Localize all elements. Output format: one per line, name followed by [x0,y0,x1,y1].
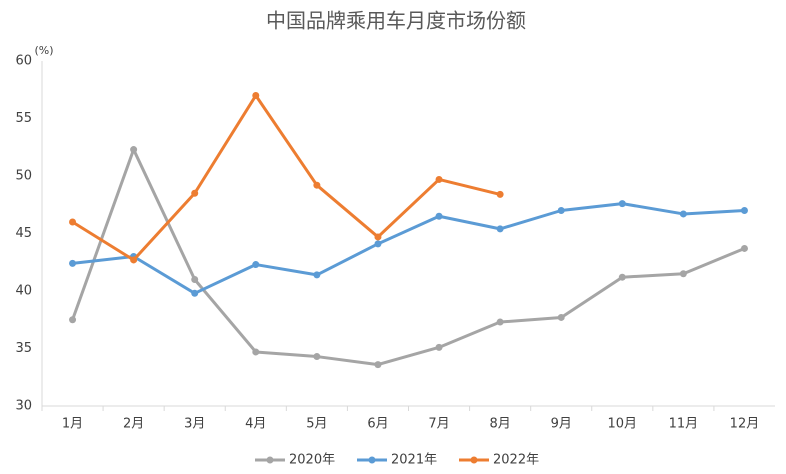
point [435,343,443,351]
series-line [71,94,501,262]
point [191,189,199,197]
x-tick-label: 12月 [730,417,760,432]
point [69,316,77,324]
y-tick-label: 40 [15,284,32,299]
point [679,210,687,218]
point [374,233,382,241]
point [69,259,77,267]
legend-label: 2020年 [289,453,335,468]
point [435,175,443,183]
x-tick-label: 11月 [669,417,699,432]
legend-marker [266,456,274,464]
point [374,361,382,369]
x-tick-label: 7月 [428,417,449,432]
x-tick-label: 10月 [608,417,638,432]
series-line [72,202,745,295]
y-tick-label: 35 [15,341,32,356]
y-tick-label: 55 [15,111,32,126]
legend-marker [470,456,478,464]
point [679,270,687,278]
y-axis-unit: (%) [34,44,53,57]
point [435,212,443,220]
x-tick-label: 5月 [306,417,327,432]
point [252,261,260,269]
x-tick-label: 4月 [245,417,266,432]
point [557,207,565,214]
point [740,244,748,252]
x-tick-label: 2月 [123,417,144,432]
point [69,218,77,226]
legend-marker [368,456,376,464]
legend-label: 2021年 [391,453,437,468]
x-tick-label: 8月 [489,417,510,432]
point [313,271,321,279]
point [130,146,138,154]
y-tick-label: 60 [15,54,32,69]
point [374,240,382,248]
point [740,207,748,214]
x-tick-label: 1月 [62,417,83,432]
y-tick-label: 30 [15,399,32,414]
x-tick-label: 9月 [551,417,572,432]
point [557,313,565,321]
point [313,181,321,189]
x-tick-label: 3月 [184,417,205,432]
point [191,276,199,283]
point [618,200,626,208]
point [191,289,199,297]
point [313,353,321,361]
point [130,256,138,264]
point [496,225,504,233]
legend-label: 2022年 [493,453,539,468]
x-tick-label: 6月 [367,417,388,432]
point [252,92,260,99]
point [496,318,504,326]
chart-title: 中国品牌乘用车月度市场份额 [266,9,526,33]
point [618,273,626,281]
point [496,190,504,198]
y-tick-label: 45 [15,226,32,241]
series-line [71,148,746,367]
y-tick-label: 50 [15,169,32,184]
point [252,348,260,356]
